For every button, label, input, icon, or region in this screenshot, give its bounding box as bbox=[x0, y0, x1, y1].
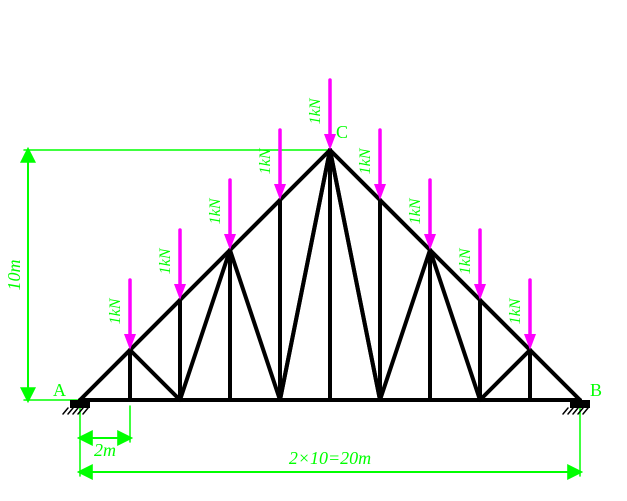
load-label: 1kN bbox=[407, 197, 424, 224]
load-label: 1kN bbox=[257, 147, 274, 174]
load-label: 1kN bbox=[307, 97, 324, 124]
truss-members bbox=[80, 150, 580, 400]
dim-panel-label: 2m bbox=[94, 440, 116, 460]
load-label: 1kN bbox=[507, 297, 524, 324]
load-label: 1kN bbox=[457, 247, 474, 274]
load-label: 1kN bbox=[357, 147, 374, 174]
node-label-A: A bbox=[53, 380, 66, 400]
node-label-C: C bbox=[336, 122, 348, 142]
node-label-B: B bbox=[590, 380, 602, 400]
dim-height-label: 10m bbox=[4, 260, 24, 291]
load-label: 1kN bbox=[107, 297, 124, 324]
dim-span-label: 2×10=20m bbox=[289, 448, 371, 468]
load-label: 1kN bbox=[207, 197, 224, 224]
load-label: 1kN bbox=[157, 247, 174, 274]
supports bbox=[63, 400, 590, 414]
